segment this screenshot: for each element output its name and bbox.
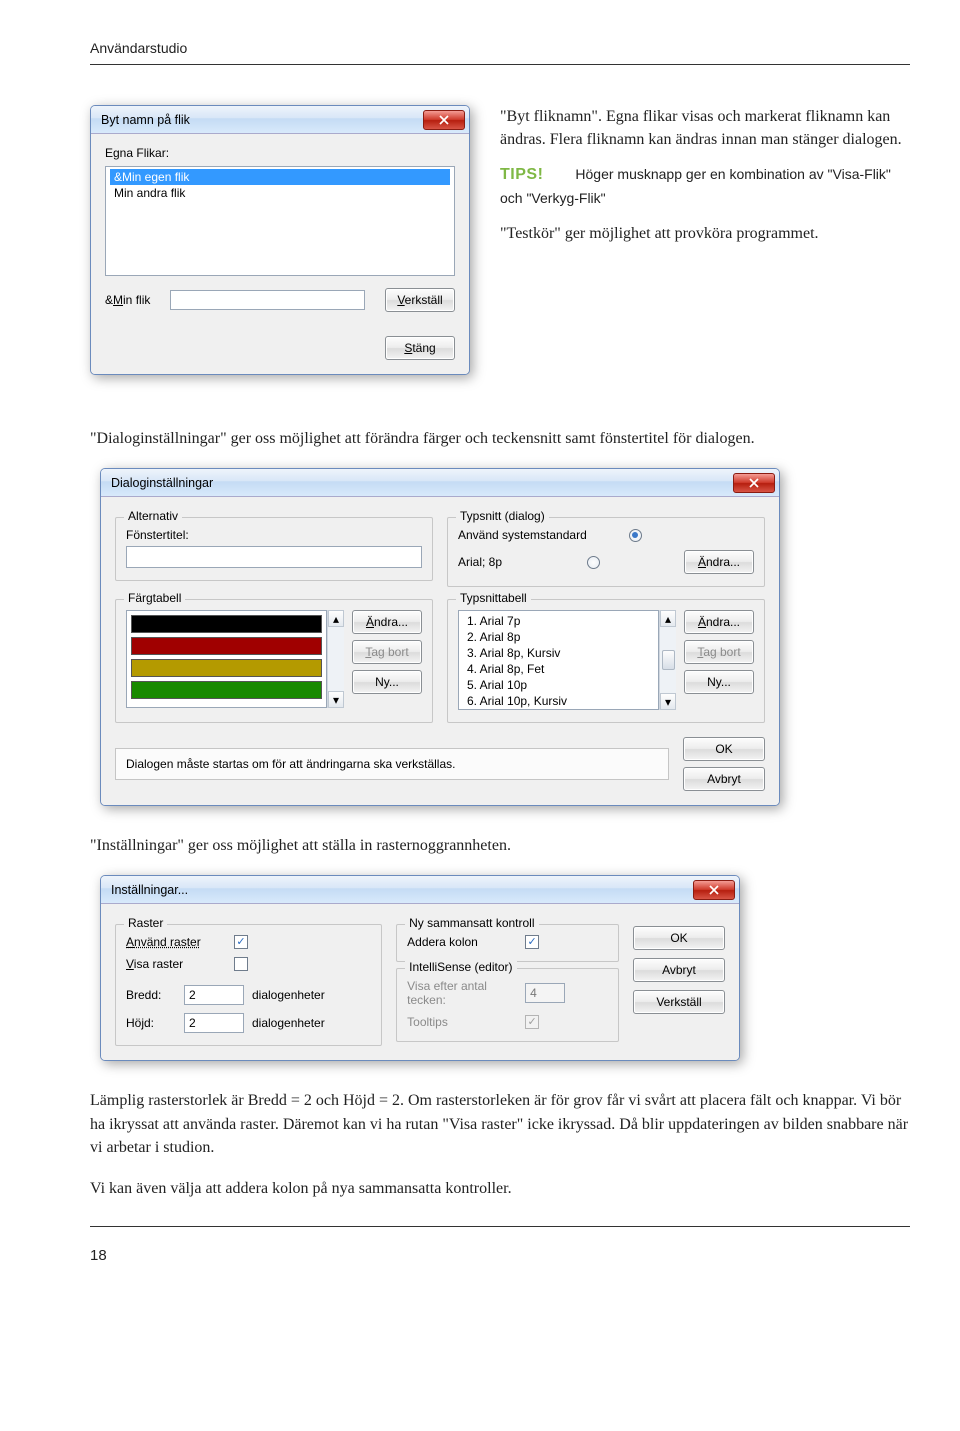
list-item[interactable]: Min andra flik [110, 185, 450, 201]
fonster-label: Fönstertitel: [126, 528, 422, 542]
scroll-up-icon[interactable]: ▴ [328, 610, 344, 627]
field-accel: M [113, 293, 123, 307]
para-inst: "Inställningar" ger oss möjlighet att st… [90, 834, 910, 857]
ok-button[interactable]: OK [683, 737, 765, 761]
scroll-up-icon[interactable]: ▴ [660, 610, 676, 627]
scrollbar[interactable]: ▴ ▾ [659, 610, 676, 710]
use-grid-label: Använd raster [126, 935, 226, 949]
group-raster: Raster Använd raster ✓ Visa raster Bredd… [115, 924, 382, 1046]
list-item[interactable]: 6. Arial 10p, Kursiv [463, 693, 654, 709]
use-grid-checkbox[interactable]: ✓ [234, 935, 248, 949]
ok-button[interactable]: OK [633, 926, 725, 950]
tabname-input[interactable] [170, 290, 365, 310]
font-new-button[interactable]: Ny... [684, 670, 754, 694]
show-grid-checkbox[interactable] [234, 957, 248, 971]
tooltips-label: Tooltips [407, 1015, 517, 1029]
list-item[interactable]: &Min egen flik [110, 169, 450, 185]
width-label: Bredd: [126, 988, 176, 1002]
restart-note: Dialogen måste startas om för att ändrin… [115, 748, 669, 780]
footer-rule [90, 1226, 910, 1227]
list-item[interactable]: 5. Arial 10p [463, 677, 654, 693]
color-remove-button[interactable]: Tag bort [352, 640, 422, 664]
tips-label: TIPS! [500, 166, 543, 183]
header-rule [90, 64, 910, 65]
own-tabs-label: Egna Flikar: [105, 146, 455, 160]
color-change-button[interactable]: Ändra... [352, 610, 422, 634]
addera-label: Addera kolon [407, 935, 517, 949]
apply-button[interactable]: Verkställ [385, 288, 455, 312]
tabs-listbox[interactable]: &Min egen flik Min andra flik [105, 166, 455, 276]
para-final2: Vi kan även välja att addera kolon på ny… [90, 1177, 910, 1200]
color-swatch[interactable] [131, 659, 322, 677]
scroll-down-icon[interactable]: ▾ [328, 691, 344, 708]
field-rest: in flik [123, 293, 150, 307]
group-newcontrol: Ny sammansatt kontroll Addera kolon ✓ [396, 924, 619, 962]
height-label: Höjd: [126, 1016, 176, 1030]
group-intellisense: IntelliSense (editor) Visa efter antal t… [396, 968, 619, 1042]
dialog-title: Inställningar... [111, 883, 188, 897]
visa-efter-label: Visa efter antal tecken: [407, 979, 517, 1007]
radio-sysstd[interactable] [629, 529, 642, 542]
arial8-label: Arial; 8p [458, 555, 502, 569]
show-grid-label: Visa raster [126, 957, 226, 971]
close-button[interactable] [693, 880, 735, 900]
para-intro: "Byt fliknamn". Egna flikar visas och ma… [500, 105, 910, 151]
group-alternativ: Alternativ Fönstertitel: [115, 517, 433, 581]
scrollbar[interactable]: ▴ ▾ [327, 610, 344, 708]
close-icon [709, 885, 719, 895]
cancel-button[interactable]: Avbryt [683, 767, 765, 791]
group-typsnitt-dialog: Typsnitt (dialog) Använd systemstandard … [447, 517, 765, 587]
list-item[interactable]: 2. Arial 8p [463, 629, 654, 645]
page-header: Användarstudio [90, 40, 910, 56]
font-remove-button[interactable]: Tag bort [684, 640, 754, 664]
group-colortable: Färgtabell ▴ ▾ [115, 599, 433, 723]
field-prefix: & [105, 293, 113, 307]
list-item[interactable]: 4. Arial 8p, Fet [463, 661, 654, 677]
close-button[interactable] [423, 110, 465, 130]
para-tips: TIPS! Höger musknapp ger en kombination … [500, 163, 910, 209]
list-item[interactable]: 3. Arial 8p, Kursiv [463, 645, 654, 661]
height-units: dialogenheter [252, 1016, 325, 1030]
scroll-thumb[interactable] [662, 650, 675, 670]
sysstd-label: Använd systemstandard [458, 528, 587, 542]
color-swatch[interactable] [131, 681, 322, 699]
color-new-button[interactable]: Ny... [352, 670, 422, 694]
font-listbox[interactable]: 1. Arial 7p 2. Arial 8p 3. Arial 8p, Kur… [458, 610, 659, 710]
width-input[interactable] [184, 985, 244, 1005]
fonster-input[interactable] [126, 546, 422, 568]
page-number: 18 [90, 1247, 910, 1264]
color-swatch[interactable] [131, 637, 322, 655]
visa-efter-input [525, 983, 565, 1003]
scroll-down-icon[interactable]: ▾ [660, 693, 676, 710]
close-icon [439, 115, 449, 125]
dialog-title: Dialoginställningar [111, 476, 213, 490]
tooltips-checkbox: ✓ [525, 1015, 539, 1029]
dialog-title: Byt namn på flik [101, 113, 190, 127]
para-final1: Lämplig rasterstorlek är Bredd = 2 och H… [90, 1089, 910, 1159]
dialog-rename-tab: Byt namn på flik Egna Flikar: &Min egen … [90, 105, 470, 375]
color-swatch[interactable] [131, 615, 322, 633]
addera-checkbox[interactable]: ✓ [525, 935, 539, 949]
font-change-button[interactable]: Ändra... [684, 610, 754, 634]
width-units: dialogenheter [252, 988, 325, 1002]
close-icon [749, 478, 759, 488]
radio-arial8[interactable] [587, 556, 600, 569]
cancel-button[interactable]: Avbryt [633, 958, 725, 982]
group-fonttable: Typsnittabell 1. Arial 7p 2. Arial 8p 3.… [447, 599, 765, 723]
list-item[interactable]: 1. Arial 7p [463, 613, 654, 629]
para-dialoginst: "Dialoginställningar" ger oss möjlighet … [90, 427, 910, 450]
close-button[interactable] [733, 473, 775, 493]
apply-button[interactable]: Verkställ [633, 990, 725, 1014]
dialog-inst: Inställningar... Raster Använd raster ✓ … [100, 875, 740, 1061]
dialog-settings: Dialoginställningar Alternativ Fönsterti… [100, 468, 780, 806]
para-testkor: "Testkör" ger möjlighet att provköra pro… [500, 222, 910, 245]
height-input[interactable] [184, 1013, 244, 1033]
close-dialog-button[interactable]: Stäng [385, 336, 455, 360]
change-font-button[interactable]: Ändra... [684, 550, 754, 574]
